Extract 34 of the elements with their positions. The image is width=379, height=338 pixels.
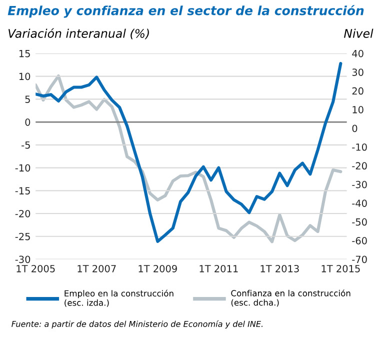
legend-label: Empleo en la construcción (esc. izda.) bbox=[64, 290, 174, 307]
y-tick-label: 10 bbox=[19, 72, 30, 80]
y-tick-label: 0 bbox=[25, 118, 30, 126]
y-tick-label: -15 bbox=[15, 187, 30, 194]
y-tick-label: 5 bbox=[25, 96, 30, 103]
y-tick-label: -10 bbox=[15, 164, 30, 172]
x-tick-label: 1T 2007 bbox=[78, 264, 116, 272]
y2-tick-label: -20 bbox=[352, 162, 367, 170]
y-tick-label: 15 bbox=[19, 50, 30, 58]
x-tick-label: 1T 2011 bbox=[200, 264, 238, 272]
x-tick-label: 1T 2005 bbox=[16, 264, 55, 272]
y-tick-label: -25 bbox=[15, 232, 30, 240]
chart-title: Empleo y confianza en el sector de la construcción bbox=[8, 5, 364, 18]
y2-tick-label: -10 bbox=[352, 143, 367, 151]
y2-tick-label: 40 bbox=[352, 50, 364, 58]
y2-tick-label: 10 bbox=[352, 106, 364, 114]
y-axis-title: Variación interanual (%) bbox=[8, 28, 149, 40]
y2-tick-label: -70 bbox=[352, 256, 367, 264]
y2-tick-label: 30 bbox=[352, 68, 364, 76]
y2-tick-label: -40 bbox=[352, 200, 367, 207]
y-tick-label: -20 bbox=[15, 210, 30, 218]
x-tick-label: 1T 2013 bbox=[260, 264, 299, 272]
y2-tick-label: -60 bbox=[352, 237, 367, 244]
legend-label: Confianza en la construcción (esc. dcha.) bbox=[231, 290, 350, 307]
y2-axis-title: Nivel bbox=[344, 28, 374, 38]
y2-tick-label: 20 bbox=[352, 87, 364, 95]
x-tick-label: 1T 2015 bbox=[322, 264, 360, 272]
y2-tick-label: -30 bbox=[352, 180, 367, 188]
source-note: Fuente: a partir de datos del Ministerio de Economía y del INE. bbox=[12, 320, 263, 329]
y-tick-label: -5 bbox=[22, 141, 30, 149]
y-tick-label: -30 bbox=[15, 256, 30, 264]
y2-tick-label: 0 bbox=[352, 124, 358, 132]
x-tick-label: 1T 2009 bbox=[138, 264, 177, 272]
y2-tick-label: -50 bbox=[352, 218, 367, 226]
